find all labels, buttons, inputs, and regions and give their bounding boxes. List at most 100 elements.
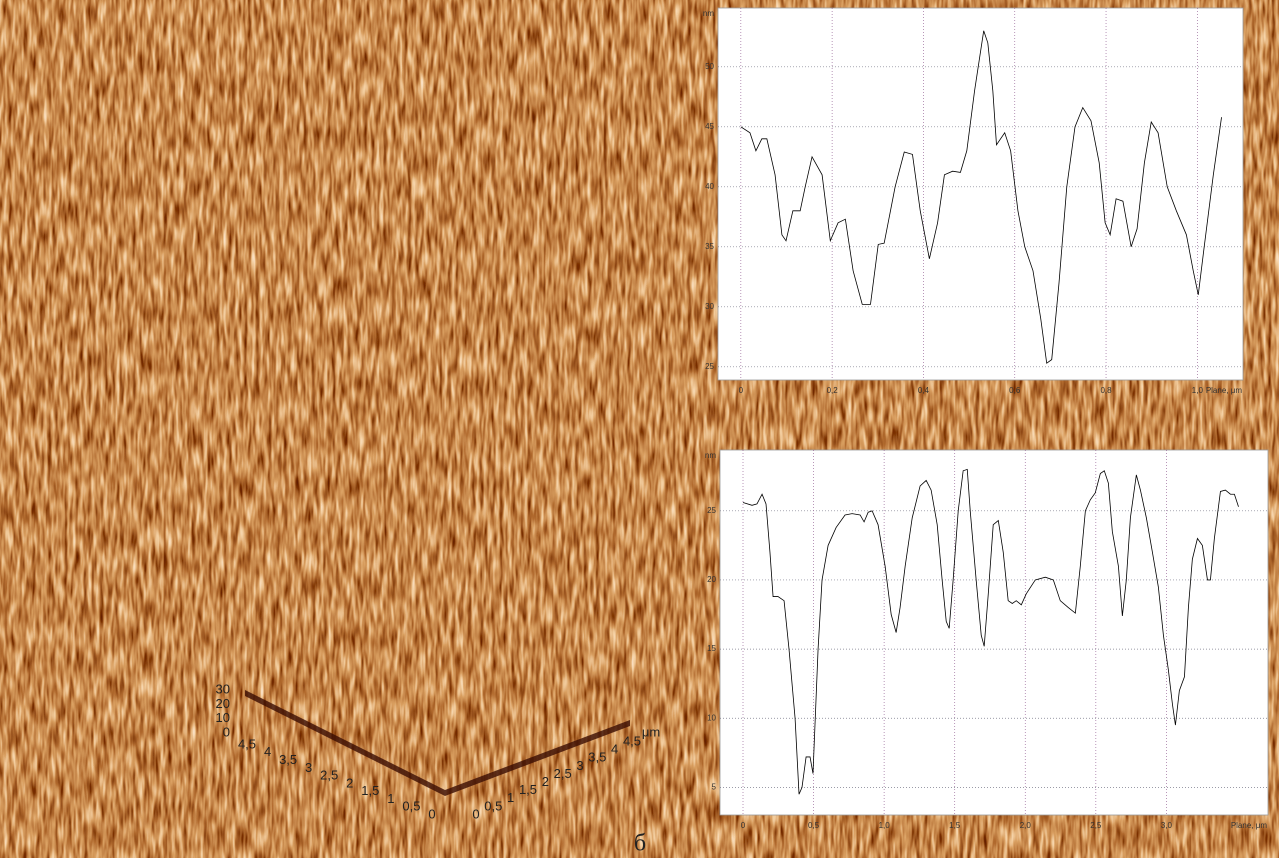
surface-xticks-label: 2 xyxy=(542,774,549,789)
x-tick-label: 0,5 xyxy=(808,821,820,830)
image-y-tick-label: 2,0 xyxy=(69,200,87,215)
surface-yticks-label: 4 xyxy=(278,322,285,337)
image-x-tick-label: 1,5 xyxy=(186,776,204,791)
colorbar-unit: nm xyxy=(17,11,35,26)
x-axis-label: Plane, μm xyxy=(1206,386,1243,395)
x-tick-label: 1,0 xyxy=(879,821,891,830)
y-axis-label: nm xyxy=(703,9,714,18)
surface-yticks-label: 2,5 xyxy=(320,768,338,783)
image-x-tick-label: 1,0 xyxy=(158,349,176,364)
colorbar-tick-label: 5 xyxy=(20,720,27,735)
surface-xticks-label: 4 xyxy=(630,321,637,336)
x-tick-label: 0,2 xyxy=(827,386,839,395)
colorbar xyxy=(37,11,46,346)
afm-panel: nm01020304050μm00,51,01,52,02,53,03,54,0… xyxy=(17,9,661,448)
image-y-tick-label: 4,5 xyxy=(62,475,80,490)
image-y-tick-label: 0,5 xyxy=(69,299,87,314)
colorbar-tick-label: 10 xyxy=(13,683,27,698)
surface-xticks-label: 1 xyxy=(518,378,525,393)
surface-yticks-label: 1,5 xyxy=(361,783,379,798)
colorbar-tick-label: 0 xyxy=(20,756,27,771)
surface-yticks-label: 3,5 xyxy=(293,331,311,346)
surface-xticks-label: 0 xyxy=(481,396,488,411)
colorbar-tick-label: 20 xyxy=(13,610,27,625)
y-tick-label: 25 xyxy=(707,506,716,515)
colorbar-tick-label: 15 xyxy=(13,646,27,661)
y-tick-label: 35 xyxy=(705,242,714,251)
colorbar-tick-label: 20 xyxy=(21,225,35,240)
image-y-tick-label: 1,0 xyxy=(62,694,80,709)
image-y-tick-label: 4,0 xyxy=(62,506,80,521)
x-tick-label: 1,0 xyxy=(1192,386,1204,395)
y-axis-label: nm xyxy=(705,451,716,460)
y-tick-label: 40 xyxy=(705,182,714,191)
image-y-tick-label: 1,0 xyxy=(69,266,87,281)
surface-xticks-label: 1 xyxy=(507,790,514,805)
surface-xticks-label: 3,5 xyxy=(606,330,624,345)
surface-xticks-label: 0,5 xyxy=(495,387,513,402)
surface-xticks-label: 2 xyxy=(556,359,563,374)
y-tick-label: 25 xyxy=(705,362,714,371)
image-x-tick-label: 2 xyxy=(235,349,242,364)
image-y-tick-label: 1,5 xyxy=(69,233,87,248)
x-tick-label: 0,8 xyxy=(1100,386,1112,395)
image-y-tick-label: 0 xyxy=(80,331,87,346)
surface-yticks-label: 0 xyxy=(428,806,435,821)
surface-yticks-label: 1,5 xyxy=(374,368,392,383)
afm-panel: nm05101520253035μm00,51,01,52,02,53,03,5… xyxy=(9,449,660,856)
surface-yticks-label: 1 xyxy=(387,791,394,806)
surface-yticks-label: 2,5 xyxy=(333,350,351,365)
x-tick-label: 3,0 xyxy=(1161,821,1173,830)
y-tick-label: 45 xyxy=(705,122,714,131)
colorbar-tick-label: 10 xyxy=(21,278,35,293)
colorbar xyxy=(29,449,38,773)
x-tick-label: 1,5 xyxy=(949,821,961,830)
y-tick-label: 10 xyxy=(707,713,716,722)
profile-chart: 5 10 15 20 25 0 0,5 1,0 1,5 2,0 2,5 3,0 nm Plane, μm xyxy=(705,449,1269,830)
surface-yticks-label: 0 xyxy=(439,396,446,411)
image-y-tick-label: 2,5 xyxy=(69,167,87,182)
x-tick-label: 2,0 xyxy=(1020,821,1032,830)
image-y-tick-label: 2,0 xyxy=(62,631,80,646)
surface-xticks-label: 4,5 xyxy=(623,733,641,748)
x-tick-label: 0,4 xyxy=(918,386,930,395)
image-y-tick-label: 3,0 xyxy=(62,569,80,584)
surface-z-tick-label: 0 xyxy=(223,724,230,739)
x-tick-label: 0 xyxy=(741,821,746,830)
surface-z-tick-label: 10 xyxy=(216,710,230,725)
image-x-tick-label: 1,0 xyxy=(151,776,169,791)
image-y-tick-label: 4,0 xyxy=(69,69,87,84)
colorbar-tick-label: 0 xyxy=(28,331,35,346)
profile-line xyxy=(740,30,1222,364)
image-y-tick-label: 3,0 xyxy=(69,135,87,150)
x-tick-label: 2,5 xyxy=(1090,821,1102,830)
surface-z-tick-label: 10 xyxy=(233,282,247,297)
image-unit: μm xyxy=(62,449,80,464)
surface-xticks-label: 1,5 xyxy=(532,368,550,383)
image-x-tick-label: 0 xyxy=(85,776,92,791)
y-tick-label: 20 xyxy=(707,575,716,584)
profile-line xyxy=(742,468,1239,795)
plot-frame xyxy=(717,7,1244,381)
surface-yticks-label: 2 xyxy=(346,775,353,790)
surface-yticks-label: 4 xyxy=(264,744,271,759)
surface-xticks-label: 0 xyxy=(472,806,479,821)
x-tick-label: 0,6 xyxy=(1009,386,1021,395)
surface-xticks-label: 3,5 xyxy=(588,750,606,765)
image-x-tick-label: 0,5 xyxy=(122,349,140,364)
colorbar-tick-label: 50 xyxy=(21,67,35,82)
surface-z-tick-label: 0 xyxy=(240,290,247,305)
surface-xticks-label: 0,5 xyxy=(484,798,502,813)
colorbar-unit: nm xyxy=(9,449,27,464)
colorbar-tick-label: 25 xyxy=(13,573,27,588)
x-axis-label: Plane, μm xyxy=(1231,821,1268,830)
surface-xticks-label: 4 xyxy=(611,742,618,757)
surface-yticks-label: 3 xyxy=(305,760,312,775)
surface-z-tick-label: 20 xyxy=(233,274,247,289)
colorbar-tick-label: 30 xyxy=(21,173,35,188)
surface-z-tick-label: 30 xyxy=(233,266,247,281)
y-tick-label: 5 xyxy=(712,782,717,791)
image-y-tick-label: 0 xyxy=(73,757,80,772)
image-y-tick-label: 2,5 xyxy=(62,600,80,615)
